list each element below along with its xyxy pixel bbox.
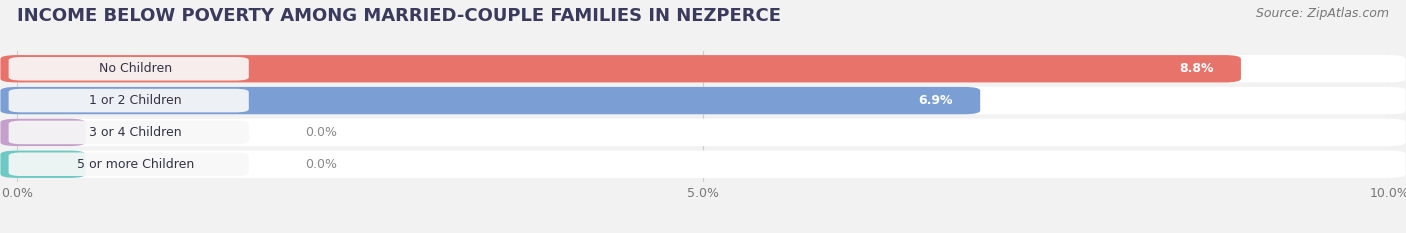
FancyBboxPatch shape bbox=[0, 119, 86, 146]
Text: 0.0%: 0.0% bbox=[305, 126, 337, 139]
FancyBboxPatch shape bbox=[0, 119, 1406, 146]
Text: INCOME BELOW POVERTY AMONG MARRIED-COUPLE FAMILIES IN NEZPERCE: INCOME BELOW POVERTY AMONG MARRIED-COUPL… bbox=[17, 7, 780, 25]
FancyBboxPatch shape bbox=[8, 121, 249, 144]
FancyBboxPatch shape bbox=[0, 55, 1241, 82]
Text: No Children: No Children bbox=[98, 62, 172, 75]
FancyBboxPatch shape bbox=[0, 87, 1406, 114]
Text: 3 or 4 Children: 3 or 4 Children bbox=[89, 126, 181, 139]
FancyBboxPatch shape bbox=[8, 152, 249, 176]
FancyBboxPatch shape bbox=[0, 87, 980, 114]
Text: Source: ZipAtlas.com: Source: ZipAtlas.com bbox=[1256, 7, 1389, 20]
FancyBboxPatch shape bbox=[0, 151, 1406, 178]
Text: 5 or more Children: 5 or more Children bbox=[77, 158, 194, 171]
FancyBboxPatch shape bbox=[8, 57, 249, 81]
FancyBboxPatch shape bbox=[8, 89, 249, 112]
Text: 6.9%: 6.9% bbox=[918, 94, 953, 107]
Text: 0.0%: 0.0% bbox=[305, 158, 337, 171]
FancyBboxPatch shape bbox=[0, 55, 1406, 82]
FancyBboxPatch shape bbox=[0, 151, 86, 178]
Text: 8.8%: 8.8% bbox=[1180, 62, 1213, 75]
Text: 1 or 2 Children: 1 or 2 Children bbox=[89, 94, 181, 107]
